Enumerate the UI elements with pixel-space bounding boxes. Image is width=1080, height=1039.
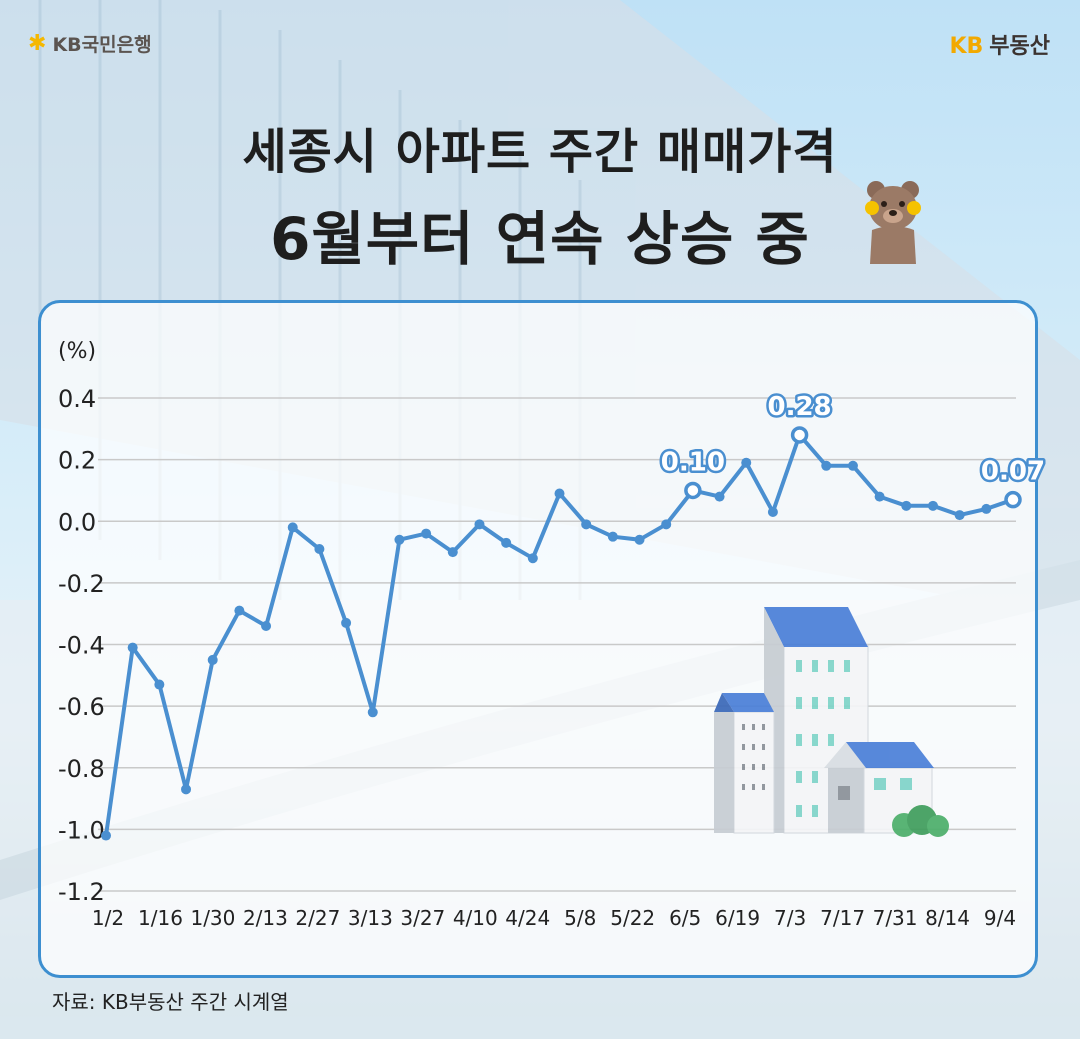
x-tick-label: 2/27	[295, 906, 340, 930]
data-point	[341, 617, 352, 628]
x-tick-label: 7/3	[774, 906, 806, 930]
x-tick-label: 1/30	[190, 906, 235, 930]
data-point	[901, 500, 912, 511]
data-point	[607, 531, 618, 542]
data-point	[394, 534, 405, 545]
data-point	[954, 510, 965, 521]
data-point	[207, 654, 218, 665]
x-tick-label: 3/27	[400, 906, 445, 930]
data-point	[741, 457, 752, 468]
data-point	[821, 460, 832, 471]
x-tick-label: 1/2	[92, 906, 124, 930]
title-line2: 6월부터 연속 상승 중	[270, 205, 810, 273]
x-tick-label: 3/13	[348, 906, 393, 930]
data-point	[154, 679, 165, 690]
y-tick-label: 0.4	[58, 385, 96, 413]
highlighted-point	[1004, 490, 1022, 509]
data-point	[421, 528, 432, 539]
data-point	[581, 519, 592, 530]
data-point	[927, 500, 938, 511]
x-tick-label: 2/13	[243, 906, 288, 930]
x-tick-label: 6/19	[715, 906, 760, 930]
data-point	[127, 642, 138, 653]
x-tick-label: 4/24	[505, 906, 550, 930]
y-tick-labels: 0.4 0.2 0.0 -0.2 -0.4 -0.6 -0.8 -1.0 -1.2	[58, 385, 105, 906]
x-tick-label: 5/8	[564, 906, 596, 930]
title-line1: 세종시 아파트 주간 매매가격	[242, 124, 838, 180]
x-tick-label: 5/22	[610, 906, 655, 930]
data-point	[554, 488, 565, 499]
kb-star-icon: ✱	[28, 30, 47, 56]
x-tick-label: 1/16	[138, 906, 183, 930]
data-point	[847, 460, 858, 471]
data-point	[501, 537, 512, 548]
data-labels: 0.10 0.28 0.07	[658, 389, 1047, 489]
y-tick-label: 0.2	[58, 447, 96, 475]
kb-brand-name: 부동산	[989, 34, 1050, 59]
data-point	[367, 707, 378, 718]
kb-brand-mark: KB	[949, 34, 984, 59]
x-tick-label: 6/5	[669, 906, 701, 930]
data-point	[661, 519, 672, 530]
y-tick-label: -0.4	[58, 632, 105, 660]
y-tick-label: -1.2	[58, 878, 105, 906]
x-tick-label: 7/17	[820, 906, 865, 930]
y-tick-label: -1.0	[58, 816, 105, 844]
kb-bank-logo: ✱ KB국민은행	[28, 30, 152, 57]
data-label: 0.10	[661, 447, 725, 477]
x-tick-label: 4/10	[453, 906, 498, 930]
data-point	[874, 491, 885, 502]
y-tick-label: -0.2	[58, 570, 105, 598]
data-point	[261, 621, 272, 632]
data-point	[234, 605, 245, 616]
y-tick-label: -0.8	[58, 755, 105, 783]
source-note: 자료: KB부동산 주간 시계열	[52, 990, 289, 1014]
data-point	[101, 830, 111, 841]
data-point	[181, 784, 192, 795]
data-point	[287, 522, 298, 533]
bear-mascot-icon	[865, 181, 921, 264]
data-point	[527, 553, 538, 564]
data-point	[314, 543, 325, 554]
data-points	[101, 426, 1022, 841]
kb-bank-logo-text: KB국민은행	[52, 34, 152, 56]
kb-realestate-logo: KB 부동산	[949, 28, 1050, 60]
highlighted-point	[790, 426, 809, 444]
data-point	[767, 507, 778, 518]
data-point	[447, 547, 458, 558]
data-label: 0.28	[768, 392, 832, 422]
buildings-illustration	[714, 607, 949, 837]
x-tick-label: 8/14	[925, 906, 970, 930]
y-axis-unit-label: (%)	[58, 339, 96, 364]
x-tick-labels: 1/2 1/16 1/30 2/13 2/27 3/13 3/27 4/10 4/24 5/8 5/…	[92, 906, 1016, 930]
chart-panel	[38, 300, 1038, 978]
highlighted-point	[684, 481, 702, 500]
data-point	[634, 534, 645, 545]
data-label: 0.07	[981, 457, 1045, 487]
data-point	[474, 519, 485, 530]
x-tick-label: 9/4	[984, 906, 1016, 930]
x-tick-label: 7/31	[873, 906, 918, 930]
data-point	[714, 491, 725, 502]
y-tick-label: 0.0	[58, 508, 96, 536]
data-point	[981, 503, 992, 514]
y-tick-label: -0.6	[58, 693, 105, 721]
